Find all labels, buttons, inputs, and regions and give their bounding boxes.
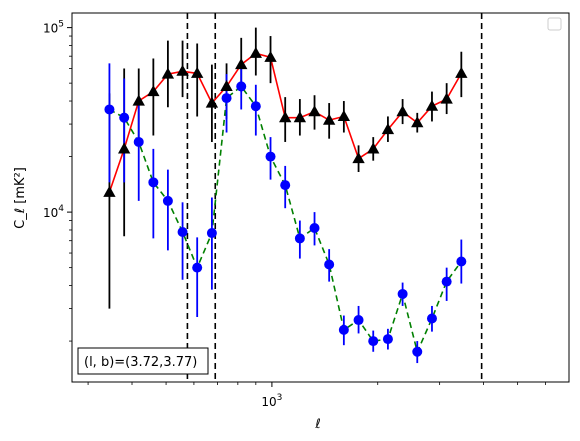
x-tick-label: 103	[261, 393, 282, 409]
annotation-box	[77, 347, 209, 375]
plot-area	[103, 13, 483, 382]
series-2-point	[192, 262, 203, 273]
series-2-point	[382, 334, 393, 345]
series-2-point	[104, 104, 115, 115]
y-tick-label: 105	[43, 20, 64, 36]
series-1-point	[191, 66, 204, 78]
series-1-point	[220, 79, 233, 91]
series-2-point	[324, 259, 335, 270]
series-2-point	[119, 112, 130, 123]
series-2-point	[148, 177, 159, 188]
series-1-point	[322, 113, 336, 125]
series-1-point	[455, 66, 468, 78]
series-1-point	[264, 50, 277, 62]
series-1-point	[161, 67, 175, 79]
series-1-point	[205, 96, 219, 108]
series-1-point	[337, 109, 351, 121]
series-1-point	[176, 64, 189, 76]
series-2-point	[206, 228, 217, 239]
series-2-point	[441, 276, 452, 287]
series-1-point	[396, 105, 409, 117]
series-1-point	[132, 94, 145, 106]
tick-exponent: 5	[58, 20, 64, 30]
series-2-point	[412, 346, 423, 357]
series-2-point	[294, 233, 305, 244]
series-2-point	[280, 180, 291, 191]
axes-frame	[71, 12, 570, 383]
y-axis-label: C_ℓ [mK²]	[13, 167, 28, 229]
tick-exponent: 4	[58, 204, 64, 214]
series-1-point	[279, 111, 292, 123]
series-2-point	[368, 336, 379, 347]
series-1-point	[425, 99, 439, 111]
series-2-point	[250, 101, 261, 112]
series-2-point	[221, 93, 232, 104]
legend-box	[547, 17, 562, 31]
series-1-point	[381, 123, 395, 135]
series-2-point	[426, 313, 437, 324]
series-2-point	[265, 151, 276, 162]
series-1-point	[235, 58, 248, 70]
series-2-point	[177, 227, 188, 238]
y-tick-label: 104	[43, 204, 64, 220]
tick-exponent: 3	[277, 393, 283, 403]
series-1-point	[103, 185, 116, 197]
series-2-point	[456, 256, 467, 267]
series-2-point	[162, 195, 173, 206]
series-1-point	[147, 85, 160, 97]
series-2-point	[309, 223, 320, 234]
series-2-point	[133, 136, 144, 147]
position-annotation: (l, b)=(3.72,3.77)	[84, 355, 197, 370]
series-1-point	[411, 116, 424, 128]
series-2-point	[397, 288, 408, 299]
series-1-point	[308, 105, 321, 117]
tick-base: 10	[261, 395, 276, 409]
series-2-point	[236, 81, 247, 92]
series-1-point	[440, 92, 453, 104]
tick-base: 10	[43, 206, 58, 220]
series-1-point	[249, 46, 262, 58]
series-1-point	[293, 111, 307, 123]
series-1-point	[352, 152, 365, 164]
series-2-point	[338, 324, 349, 335]
series-2-point	[353, 315, 364, 326]
series-1-point	[367, 142, 380, 154]
series-1-point	[118, 142, 131, 154]
x-axis-label: ℓ	[314, 417, 320, 432]
tick-base: 10	[43, 22, 58, 36]
